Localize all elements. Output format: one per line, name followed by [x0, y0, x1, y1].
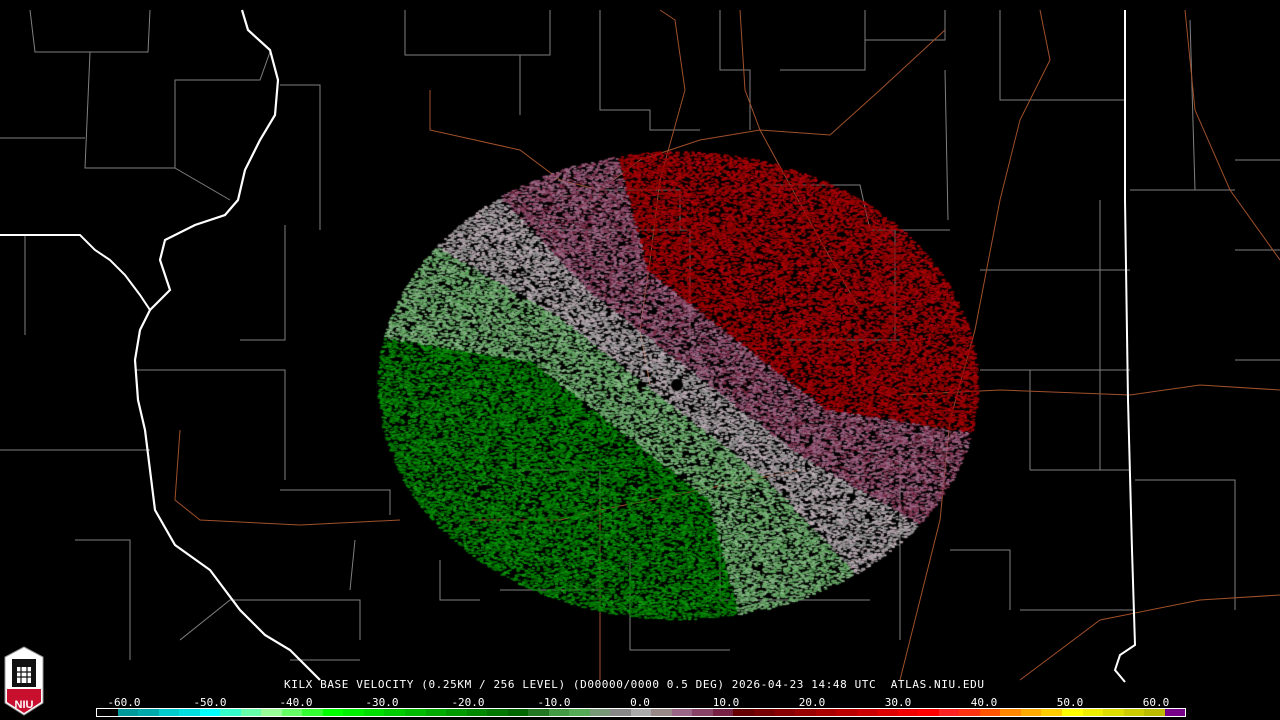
- color-swatch: [322, 709, 344, 716]
- velocity-color-scale: [96, 708, 1186, 717]
- color-swatch: [836, 709, 857, 716]
- color-swatch: [404, 709, 426, 716]
- color-swatch: [671, 709, 693, 716]
- color-swatch: [363, 709, 385, 716]
- color-swatch: [302, 709, 323, 716]
- color-swatch: [651, 709, 672, 716]
- color-swatch: [117, 709, 139, 716]
- color-swatch: [712, 709, 734, 716]
- color-swatch: [897, 709, 919, 716]
- color-swatch: [877, 709, 898, 716]
- color-swatch: [959, 709, 980, 716]
- scale-tick-label: -20.0: [451, 696, 485, 709]
- color-swatch: [918, 709, 939, 716]
- color-swatch: [261, 709, 282, 716]
- color-swatch: [610, 709, 631, 716]
- color-swatch: [1164, 709, 1186, 716]
- scale-tick-label: 0.0: [630, 696, 650, 709]
- color-swatch: [774, 709, 796, 716]
- color-swatch: [199, 709, 221, 716]
- color-swatch: [220, 709, 241, 716]
- color-swatch: [179, 709, 200, 716]
- color-swatch: [425, 709, 447, 716]
- color-swatch: [938, 709, 960, 716]
- color-swatch: [466, 709, 488, 716]
- color-swatch: [1020, 709, 1042, 716]
- color-swatch: [446, 709, 467, 716]
- scale-tick-label: -10.0: [537, 696, 571, 709]
- color-swatch: [979, 709, 1001, 716]
- color-swatch: [692, 709, 713, 716]
- color-swatch: [1144, 709, 1165, 716]
- color-swatch: [384, 709, 405, 716]
- color-swatch: [815, 709, 837, 716]
- scale-tick-label: 20.0: [798, 696, 826, 709]
- color-swatch: [1000, 709, 1021, 716]
- scale-tick-label: 40.0: [970, 696, 998, 709]
- color-swatch: [630, 709, 652, 716]
- color-swatch: [528, 709, 549, 716]
- scale-tick-label: -40.0: [279, 696, 313, 709]
- color-swatch: [487, 709, 508, 716]
- color-swatch: [507, 709, 529, 716]
- product-title: KILX BASE VELOCITY (0.25KM / 256 LEVEL) …: [284, 678, 985, 691]
- color-swatch: [589, 709, 611, 716]
- scale-tick-label: -50.0: [193, 696, 227, 709]
- color-swatch: [569, 709, 590, 716]
- color-swatch: [856, 709, 878, 716]
- scale-tick-label: 30.0: [884, 696, 912, 709]
- color-swatch: [138, 709, 159, 716]
- color-swatch: [1103, 709, 1124, 716]
- color-swatch: [1041, 709, 1062, 716]
- color-swatch: [97, 709, 118, 716]
- scale-tick-label: -30.0: [365, 696, 399, 709]
- color-swatch: [795, 709, 816, 716]
- color-swatch: [158, 709, 180, 716]
- color-swatch: [754, 709, 775, 716]
- niu-logo: NIU: [4, 646, 44, 716]
- scale-tick-label: 10.0: [712, 696, 740, 709]
- color-swatch: [240, 709, 262, 716]
- color-swatch: [1123, 709, 1145, 716]
- color-swatch: [1082, 709, 1104, 716]
- svg-text:NIU: NIU: [15, 699, 34, 711]
- scale-tick-label: 50.0: [1056, 696, 1084, 709]
- scale-tick-label: 60.0: [1142, 696, 1170, 709]
- color-swatch: [1061, 709, 1083, 716]
- color-swatch: [733, 709, 754, 716]
- scale-tick-label: -60.0: [107, 696, 141, 709]
- color-swatch: [548, 709, 570, 716]
- color-swatch: [343, 709, 364, 716]
- color-swatch: [281, 709, 303, 716]
